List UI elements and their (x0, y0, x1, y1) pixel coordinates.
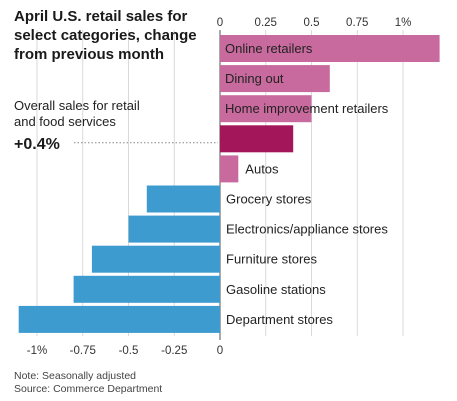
labels: April U.S. retail sales for select categ… (14, 8, 411, 395)
top-tick-label: 0.5 (304, 17, 320, 29)
source-text: Source: Commerce Department (14, 383, 162, 395)
bottom-tick-label: -1% (27, 345, 47, 357)
overall-label-line-1: Overall sales for retail (14, 98, 140, 113)
bar-autos (220, 155, 239, 183)
category-label: Online retailers (225, 41, 313, 56)
chart-title-line-3: from previous month (14, 46, 164, 63)
category-label: Gasoline stations (226, 282, 326, 297)
overall-label-line-2: and food services (14, 114, 116, 129)
top-tick-label: 1% (395, 17, 412, 29)
top-tick-label: 0.25 (255, 17, 277, 29)
bottom-tick-label: -0.5 (119, 345, 139, 357)
bar-department-stores (18, 305, 221, 333)
bar-gasoline-stations (73, 275, 220, 303)
top-tick-label: 0.75 (346, 17, 368, 29)
category-label: Department stores (226, 312, 333, 327)
bars (18, 35, 440, 333)
bottom-tick-label: 0 (217, 345, 223, 357)
bar-grocery-stores (146, 185, 220, 213)
bottom-tick-label: -0.75 (70, 345, 96, 357)
overall-value: +0.4% (14, 136, 60, 153)
category-label: Grocery stores (226, 192, 312, 207)
category-label: Autos (245, 161, 279, 176)
category-label: Dining out (225, 71, 284, 86)
bar-furniture-stores (91, 245, 221, 273)
note-text: Note: Seasonally adjusted (14, 370, 136, 382)
bar-electronics-appliance-stores (128, 215, 220, 243)
top-tick-label: 0 (217, 17, 223, 29)
bar-overall (220, 125, 294, 153)
category-label: Electronics/appliance stores (226, 222, 388, 237)
chart-title-line-1: April U.S. retail sales for (14, 8, 188, 25)
bottom-tick-label: -0.25 (161, 345, 187, 357)
bar-home-improvement-retailers (220, 95, 312, 123)
chart-title-line-2: select categories, change (14, 27, 197, 44)
bar-dining-out (220, 65, 330, 93)
category-label: Home improvement retailers (225, 101, 389, 116)
bar-online-retailers (220, 35, 440, 62)
category-label: Furniture stores (226, 252, 318, 267)
